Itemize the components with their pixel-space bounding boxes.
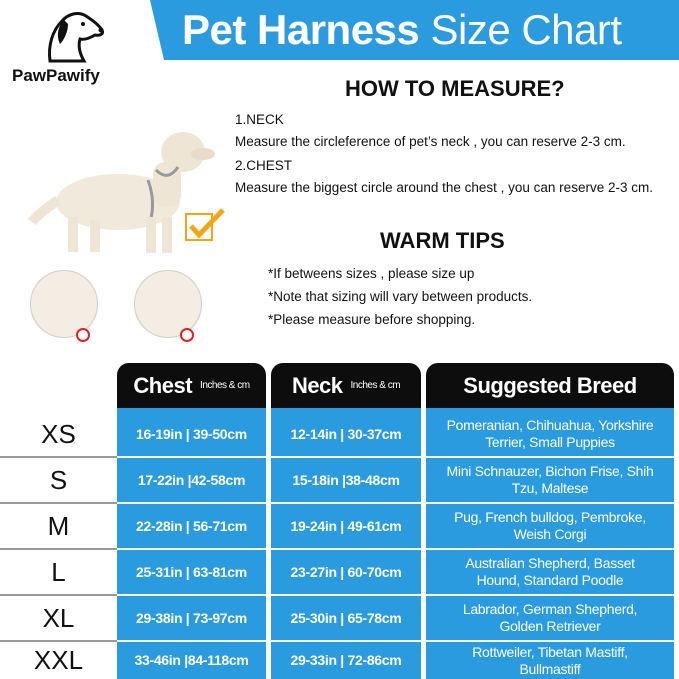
header-banner [150, 0, 679, 60]
chest-cell: 17-22in |42-58cm [117, 458, 266, 502]
chest-cell: 33-46in |84-118cm [117, 642, 266, 679]
chest-text: Measure the biggest circle around the ch… [235, 180, 653, 195]
page-title: Pet Harness Size Chart [182, 6, 622, 54]
dog-photo [28, 132, 215, 253]
row-divider [0, 456, 117, 458]
neck-cell: 19-24in | 49-61cm [271, 504, 421, 548]
column-title: Suggested Breed [463, 372, 637, 398]
wrong-fit-photo-1 [30, 270, 98, 338]
column-header-neck: Neck Inches & cm [271, 363, 421, 412]
chest-cell: 16-19in | 39-50cm [117, 412, 266, 456]
breed-cell: Labrador, German Shepherd, Golden Retrie… [426, 596, 674, 640]
title-light: Size Chart [430, 6, 622, 53]
chest-cell: 29-38in | 73-97cm [117, 596, 266, 640]
size-label: XL [42, 602, 75, 633]
column-unit: Inches & cm [350, 380, 401, 391]
breed-cell: Rottweiler, Tibetan Mastiff, Bullmastiff [426, 642, 674, 679]
row-divider [0, 502, 117, 504]
brand-logo: PawPawify [12, 66, 100, 85]
chest-cell: 25-31in | 63-81cm [117, 550, 266, 594]
chest-cell: 22-28in | 56-71cm [117, 504, 266, 548]
neck-cell: 12-14in | 30-37cm [271, 412, 421, 456]
size-label: M [47, 510, 70, 541]
neck-cell: 25-30in | 65-78cm [271, 596, 421, 640]
prohibited-icon [76, 328, 90, 342]
size-label: S [49, 464, 68, 495]
title-bold: Pet Harness [182, 6, 420, 53]
tip-item: *Note that sizing will vary between prod… [268, 289, 533, 304]
tip-item: *Please measure before shopping. [268, 312, 476, 327]
breed-cell: Pug, French bulldog, Pembroke, Weish Cor… [426, 504, 674, 548]
breed-cell: Australian Shepherd, Basset Hound, Stand… [426, 550, 674, 594]
checkmark-icon [185, 208, 225, 241]
row-divider [0, 548, 117, 550]
neck-cell: 23-27in | 60-70cm [271, 550, 421, 594]
column-title: Neck [291, 372, 343, 398]
column-header-chest: Chest Inches & cm [117, 363, 266, 412]
prohibited-icon [180, 328, 194, 342]
breed-cell: Pomeranian, Chihuahua, Yorkshire Terrier… [426, 412, 674, 456]
how-to-measure-heading: HOW TO MEASURE? [345, 76, 565, 101]
column-unit: Inches & cm [200, 380, 250, 391]
row-divider [0, 594, 117, 596]
column-title: Chest [133, 372, 193, 398]
row-divider [0, 640, 117, 642]
breed-cell: Mini Schnauzer, Bichon Frise, Shih Tzu, … [426, 458, 674, 502]
wrong-fit-photo-2 [134, 270, 202, 338]
warm-tips-heading: WARM TIPS [380, 228, 505, 253]
dog-logo-icon [48, 12, 104, 63]
chest-label: 2.CHEST [235, 158, 293, 173]
neck-label: 1.NECK [235, 112, 284, 127]
neck-text: Measure the circleference of pet’s neck … [235, 134, 626, 149]
size-label: XXL [33, 645, 84, 675]
tip-item: *If betweens sizes , please size up [268, 266, 475, 281]
neck-cell: 29-33in | 72-86cm [271, 642, 421, 679]
column-header-breed: Suggested Breed [426, 363, 674, 412]
size-label: L [51, 556, 66, 587]
size-label: XS [41, 418, 76, 449]
neck-cell: 15-18in |38-48cm [271, 458, 421, 502]
